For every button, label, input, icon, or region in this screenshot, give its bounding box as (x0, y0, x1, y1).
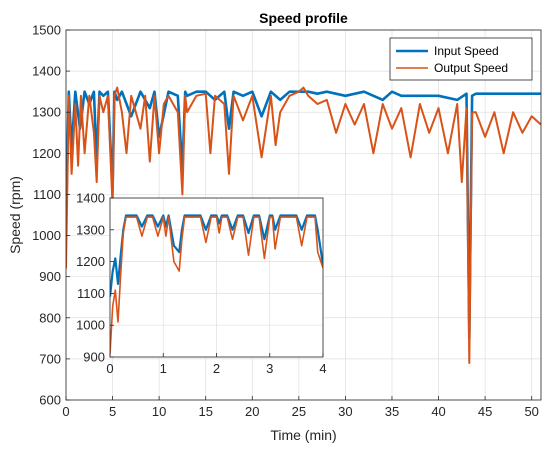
main-series-input-speed (66, 90, 541, 340)
main-ytick-label-4: 1000 (32, 228, 61, 243)
inset-xtick-label-0: 0 (106, 361, 113, 376)
inset-xtick-label-3: 3 (266, 361, 273, 376)
main-xtick-label-6: 30 (338, 404, 352, 419)
main-ytick-label-3: 900 (39, 269, 61, 284)
main-ytick-label-1: 700 (39, 351, 61, 366)
legend-box (389, 37, 533, 81)
inset-ytick-label-1: 1000 (76, 318, 105, 333)
inset-series-output-speed (110, 216, 323, 354)
inset-ytick-label-0: 900 (83, 350, 105, 365)
main-xtick-label-5: 25 (292, 404, 306, 419)
main-series-output-speed (66, 86, 541, 364)
inset-ytick-label-3: 1200 (76, 254, 105, 269)
main-ytick-label-0: 600 (39, 393, 61, 408)
main-xtick-label-9: 45 (478, 404, 492, 419)
inset-xtick-label-1: 1 (160, 361, 167, 376)
main-ylabel: Speed (rpm) (7, 176, 23, 254)
main-title: Speed profile (259, 10, 348, 26)
main-xtick-label-7: 35 (385, 404, 399, 419)
inset-ytick-label-2: 1100 (77, 286, 105, 301)
inset-xtick-label-4: 4 (319, 361, 326, 376)
main-frame (65, 29, 542, 401)
inset-ytick-label-5: 1400 (76, 191, 105, 206)
inset-ytick-label-4: 1300 (76, 222, 105, 237)
main-xlabel: Time (min) (270, 427, 336, 443)
main-xtick-label-10: 50 (524, 404, 538, 419)
main-xtick-label-3: 15 (198, 404, 212, 419)
inset-xtick-label-2: 2 (213, 361, 220, 376)
main-xtick-label-2: 10 (152, 404, 166, 419)
legend-label-output-speed: Output Speed (434, 61, 508, 75)
inset-series-input-speed (110, 214, 323, 297)
main-xtick-label-1: 5 (109, 404, 116, 419)
main-ytick-label-7: 1300 (32, 105, 61, 120)
main-ytick-label-6: 1200 (32, 146, 61, 161)
main-ytick-label-8: 1400 (32, 64, 61, 79)
main-ytick-label-2: 800 (39, 310, 61, 325)
legend-label-input-speed: Input Speed (434, 44, 499, 58)
main-xtick-label-4: 20 (245, 404, 259, 419)
main-xtick-label-0: 0 (62, 404, 69, 419)
main-xtick-label-8: 40 (431, 404, 445, 419)
main-ytick-label-5: 1100 (33, 187, 61, 202)
main-ytick-label-9: 1500 (32, 23, 61, 38)
